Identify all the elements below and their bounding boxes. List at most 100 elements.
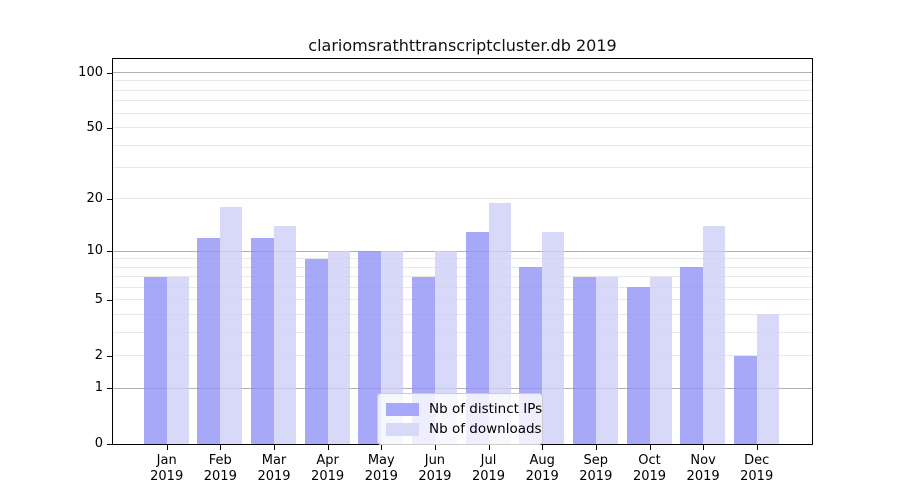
gridline-y-3 bbox=[113, 331, 812, 333]
x-tick-label-year: 2019 bbox=[150, 469, 184, 484]
x-tick-may bbox=[381, 445, 383, 450]
gridline-y-50 bbox=[113, 127, 812, 128]
x-tick-label-year: 2019 bbox=[311, 469, 345, 484]
x-tick-label-month: Sep bbox=[583, 453, 609, 468]
gridline-y-5 bbox=[113, 299, 812, 301]
bar-distinct-ips-jan bbox=[143, 276, 167, 444]
gridline-y-1-major bbox=[113, 387, 812, 389]
legend-label-distinct-ips: Nb of distinct IPs bbox=[429, 401, 543, 417]
x-tick-feb bbox=[220, 445, 222, 450]
y-tick-label-20: 20 bbox=[86, 190, 103, 206]
y-tick-label-100: 100 bbox=[78, 64, 103, 80]
gridline-y-6 bbox=[113, 286, 812, 288]
y-tick-label-2: 2 bbox=[94, 347, 103, 363]
x-tick-mar bbox=[274, 445, 275, 450]
gridline-y-20 bbox=[113, 198, 812, 200]
gridline-y-9 bbox=[113, 258, 812, 260]
x-tick-label-jun: Jun 2019 bbox=[408, 453, 462, 485]
bar-distinct-ips-may bbox=[358, 251, 382, 444]
gridline-y-2 bbox=[113, 355, 812, 357]
x-tick-label-mar: Mar 2019 bbox=[247, 453, 301, 485]
bar-distinct-ips-feb bbox=[197, 237, 221, 444]
x-tick-label-month: Aug bbox=[529, 453, 555, 468]
x-tick-label-year: 2019 bbox=[525, 469, 559, 484]
x-tick-label-month: Nov bbox=[690, 453, 716, 468]
legend-label-downloads: Nb of downloads bbox=[429, 421, 542, 437]
bar-distinct-ips-oct bbox=[626, 287, 650, 444]
gridline-y-80 bbox=[113, 89, 812, 91]
bar-downloads-oct bbox=[649, 276, 672, 444]
y-tick-1 bbox=[107, 388, 112, 390]
y-tick-label-50: 50 bbox=[86, 119, 103, 135]
x-tick-nov bbox=[703, 445, 705, 450]
bar-downloads-jul bbox=[488, 202, 511, 444]
bar-distinct-ips-sep bbox=[572, 276, 596, 444]
y-tick-label-0: 0 bbox=[94, 436, 103, 451]
x-tick-label-aug: Aug 2019 bbox=[515, 453, 569, 485]
bar-downloads-feb bbox=[220, 207, 243, 444]
plot-area bbox=[112, 58, 813, 445]
gridline-y-100-major bbox=[113, 72, 812, 73]
gridline-y-7 bbox=[113, 276, 812, 278]
y-tick-10 bbox=[107, 251, 112, 252]
gridline-y-70 bbox=[113, 100, 812, 102]
bar-downloads-dec bbox=[756, 314, 779, 444]
x-tick-label-nov: Nov 2019 bbox=[676, 453, 730, 485]
gridline-y-40 bbox=[113, 144, 812, 146]
bar-distinct-ips-jul bbox=[465, 231, 489, 444]
gridline-y-90 bbox=[113, 80, 812, 82]
bar-downloads-apr bbox=[327, 251, 350, 444]
y-tick-100 bbox=[107, 72, 112, 74]
x-tick-label-year: 2019 bbox=[203, 469, 237, 484]
x-tick-dec bbox=[756, 445, 758, 450]
bar-downloads-sep bbox=[595, 276, 618, 444]
x-tick-label-month: Jun bbox=[424, 453, 446, 468]
x-tick-label-oct: Oct 2019 bbox=[623, 453, 677, 485]
x-tick-label-year: 2019 bbox=[471, 469, 506, 484]
x-tick-label-year: 2019 bbox=[632, 469, 667, 484]
x-tick-label-month: Oct bbox=[638, 453, 661, 468]
x-tick-sep bbox=[595, 445, 597, 450]
bar-downloads-mar bbox=[274, 226, 296, 444]
x-tick-label-month: Dec bbox=[744, 453, 770, 468]
gridline-y-10-major bbox=[113, 250, 812, 252]
y-tick-5 bbox=[107, 299, 112, 301]
x-tick-label-feb: Feb 2019 bbox=[193, 453, 247, 485]
x-tick-label-month: Mar bbox=[261, 453, 287, 468]
y-tick-label-10: 10 bbox=[86, 243, 103, 258]
x-tick-label-year: 2019 bbox=[686, 469, 720, 484]
bar-distinct-ips-apr bbox=[304, 258, 328, 444]
bar-downloads-aug bbox=[542, 231, 565, 444]
legend-swatch-downloads bbox=[386, 422, 419, 436]
x-tick-oct bbox=[649, 445, 651, 450]
y-tick-label-1: 1 bbox=[94, 380, 103, 396]
gridline-y-30 bbox=[113, 167, 812, 169]
x-tick-label-jan: Jan 2019 bbox=[140, 453, 194, 485]
x-tick-label-year: 2019 bbox=[579, 469, 613, 484]
legend-item-downloads: Nb of downloads bbox=[386, 419, 542, 439]
bar-distinct-ips-nov bbox=[680, 267, 704, 444]
y-tick-20 bbox=[107, 198, 112, 200]
x-tick-apr bbox=[327, 445, 329, 450]
gridline-y-8 bbox=[113, 266, 812, 268]
gridline-y-60 bbox=[113, 112, 812, 114]
x-tick-label-may: May 2019 bbox=[354, 453, 408, 485]
x-tick-label-dec: Dec 2019 bbox=[730, 453, 784, 485]
bar-downloads-nov bbox=[703, 226, 726, 444]
legend-item-distinct-ips: Nb of distinct IPs bbox=[386, 399, 542, 419]
bar-distinct-ips-dec bbox=[733, 355, 757, 444]
gridline-y-4 bbox=[113, 313, 812, 315]
x-tick-label-year: 2019 bbox=[364, 469, 398, 484]
y-tick-50 bbox=[107, 127, 112, 129]
x-tick-label-year: 2019 bbox=[418, 469, 452, 484]
x-tick-jul bbox=[488, 445, 490, 450]
x-tick-label-year: 2019 bbox=[257, 469, 291, 484]
chart-title: clariomsrathttranscriptcluster.db 2019 bbox=[308, 36, 617, 55]
x-tick-jun bbox=[434, 445, 436, 450]
y-tick-label-5: 5 bbox=[94, 291, 103, 307]
legend-swatch-distinct-ips bbox=[386, 402, 419, 416]
x-tick-label-sep: Sep 2019 bbox=[569, 453, 623, 485]
legend: Nb of distinct IPs Nb of downloads bbox=[377, 393, 543, 445]
x-tick-label-month: Jul bbox=[480, 453, 497, 468]
